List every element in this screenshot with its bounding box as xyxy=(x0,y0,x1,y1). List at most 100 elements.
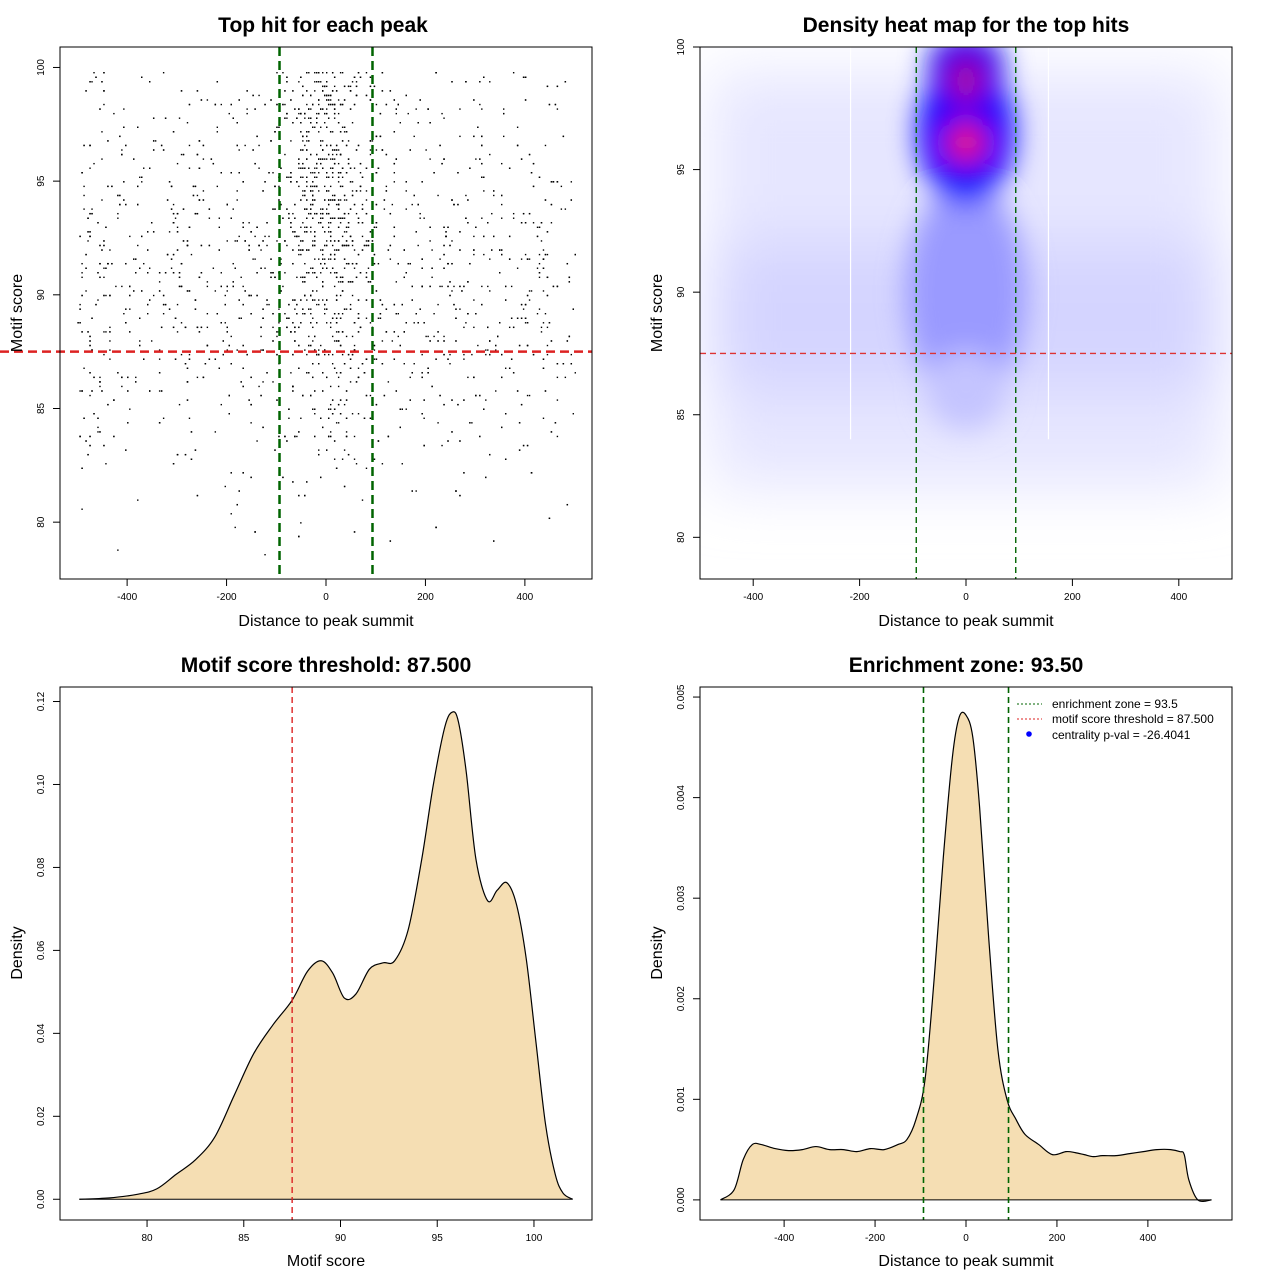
scatter-point xyxy=(347,85,350,88)
scatter-point xyxy=(254,162,256,165)
scatter-point xyxy=(425,335,427,338)
scatter-point xyxy=(570,199,573,201)
scatter-point xyxy=(318,299,320,301)
scatter-point xyxy=(284,240,286,242)
scatter-point xyxy=(520,158,523,160)
scatter-point xyxy=(423,217,425,219)
scatter-point xyxy=(377,317,380,319)
scatter-point xyxy=(302,240,304,242)
scatter-point xyxy=(194,308,197,310)
y-tick-label: 0.005 xyxy=(676,684,687,709)
scatter-point xyxy=(292,122,294,124)
scatter-point xyxy=(85,267,87,269)
x-tick-label: -200 xyxy=(865,1233,885,1244)
scatter-point xyxy=(324,303,326,306)
scatter-point xyxy=(302,176,304,178)
scatter-point xyxy=(455,490,457,492)
scatter-point xyxy=(343,199,346,201)
scatter-point xyxy=(258,94,260,97)
scatter-point xyxy=(180,262,183,265)
scatter-point xyxy=(329,408,332,410)
scatter-point xyxy=(411,299,413,301)
scatter-point xyxy=(300,417,302,419)
scatter-point xyxy=(236,144,238,147)
scatter-point xyxy=(294,435,296,438)
scatter-point xyxy=(572,308,575,310)
scatter-point xyxy=(320,262,322,265)
scatter-point xyxy=(206,285,209,288)
scatter-point xyxy=(365,299,368,301)
scatter-point xyxy=(363,244,366,247)
y-tick-label: 0.00 xyxy=(36,1189,47,1209)
scatter-point xyxy=(286,117,288,119)
scatter-point xyxy=(158,290,161,292)
scatter-point xyxy=(405,322,407,324)
scatter-point xyxy=(89,81,91,83)
scatter-point xyxy=(411,203,413,206)
scatter-point xyxy=(343,485,346,488)
scatter-point xyxy=(316,122,318,124)
scatter-point xyxy=(196,212,199,215)
scatter-point xyxy=(473,99,475,101)
heatmap-panel: Density heat map for the top hits -400 -2… xyxy=(649,14,1233,630)
scatter-point xyxy=(272,381,274,383)
scatter-point xyxy=(242,222,244,224)
scatter-point xyxy=(264,553,266,556)
scatter-point xyxy=(264,235,266,238)
scatter-point xyxy=(316,167,318,169)
scatter-point xyxy=(176,231,179,233)
scatter-point xyxy=(473,299,475,301)
scatter-point xyxy=(312,290,314,292)
scatter-point xyxy=(516,267,519,269)
x-tick-label: 200 xyxy=(1064,592,1081,603)
scatter-point xyxy=(341,176,344,178)
x-tick-label: 400 xyxy=(517,592,534,603)
scatter-point xyxy=(314,244,316,247)
scatter-point xyxy=(341,313,344,315)
scatter-point xyxy=(314,435,316,438)
scatter-point xyxy=(459,440,461,442)
scatter-point xyxy=(526,444,529,447)
scatter-point xyxy=(304,190,306,192)
scatter-point xyxy=(133,158,135,160)
scatter-point xyxy=(389,212,392,215)
scatter-point xyxy=(184,326,187,329)
scatter-point xyxy=(375,222,378,224)
scatter-point xyxy=(81,294,83,297)
density-fill xyxy=(79,711,573,1200)
scatter-point xyxy=(463,326,465,329)
scatter-point xyxy=(105,226,107,229)
scatter-point xyxy=(312,103,314,106)
y-tick-label: 0.12 xyxy=(36,691,47,711)
scatter-point xyxy=(97,299,99,301)
scatter-point xyxy=(421,413,423,415)
scatter-point xyxy=(369,76,372,78)
scatter-point xyxy=(357,144,360,147)
scatter-point xyxy=(314,167,316,169)
scatter-point xyxy=(351,281,354,283)
scatter-point xyxy=(274,185,276,188)
scatter-point xyxy=(351,262,354,265)
scatter-point xyxy=(393,172,396,174)
scatter-point xyxy=(540,326,543,329)
scatter-point xyxy=(310,212,312,215)
scatter-point xyxy=(361,235,364,238)
scatter-point xyxy=(341,126,344,128)
scatter-point xyxy=(393,99,396,101)
scatter-point xyxy=(337,340,340,342)
scatter-point xyxy=(119,194,121,197)
scatter-point xyxy=(373,85,376,88)
scatter-point xyxy=(316,112,318,115)
y-tick-label: 90 xyxy=(676,286,687,298)
scatter-point xyxy=(327,231,330,233)
scatter-point xyxy=(270,99,272,101)
scatter-point xyxy=(290,172,292,174)
scatter-point xyxy=(433,335,435,338)
scatter-point xyxy=(329,403,332,406)
scatter-point xyxy=(99,381,101,383)
scatter-point xyxy=(308,372,310,374)
scatter-point xyxy=(347,244,350,247)
scatter-point xyxy=(270,258,272,260)
scatter-point xyxy=(337,181,340,183)
scatter-point xyxy=(166,253,169,256)
